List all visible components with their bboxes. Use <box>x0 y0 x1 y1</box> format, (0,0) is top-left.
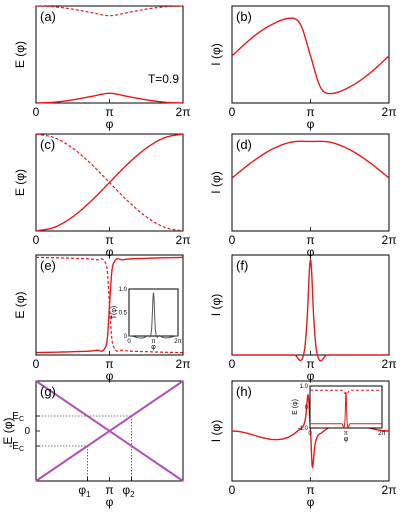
panel-a-tag: (a) <box>40 9 56 24</box>
panel-f-frame <box>231 254 390 356</box>
panel-a-frame <box>35 5 184 104</box>
panel-e-inset-ytick-2: 0 <box>124 334 128 340</box>
panel-a-annotation: T=0.9 <box>148 72 179 86</box>
panel-e-xtick-label-0: 0 <box>33 357 40 371</box>
panel-h-xtick-label-1: π <box>306 483 314 497</box>
panel-f-xlabel: φ <box>307 369 315 383</box>
panel-e-inset-ytick-0: 1.0 <box>119 287 128 293</box>
panel-e-inset-series-0 <box>128 292 179 339</box>
panel-h-ylabel: I (φ) <box>209 420 223 442</box>
panel-a-series-0 <box>35 92 184 104</box>
panel-g-ytick-label-1: 0 <box>24 426 30 437</box>
panel-d-series-0 <box>231 140 390 179</box>
panel-h-xlabel: φ <box>307 495 315 509</box>
panel-e-xtick-label-1: π <box>105 357 113 371</box>
panel-d-xtick-label-2: 2π <box>382 233 397 247</box>
panel-c-xtick-label-1: π <box>105 233 113 247</box>
panel-d: 0 π 2π φ I (φ) (d) <box>209 133 397 259</box>
panel-h-inset-xlabel: φ <box>344 436 349 443</box>
panel-h-xtick-label-0: 0 <box>229 483 236 497</box>
panel-e-inset-frame <box>128 288 179 337</box>
panel-h-inset-xtick-2: 2π <box>378 431 385 437</box>
panel-h-inset-ylabel: E (φ) <box>292 399 299 415</box>
panel-g-series-1 <box>35 380 184 482</box>
panel-b-xtick-label-2: 2π <box>382 105 397 119</box>
panel-f: 0 π 2π φ I (φ) (f) <box>209 254 397 383</box>
panel-c-series-1 <box>35 133 184 232</box>
panel-e-inset-xtick-1: π <box>151 339 155 345</box>
panel-f-xtick-label-0: 0 <box>229 357 236 371</box>
panel-g-ytick-label-0: EC <box>12 411 24 423</box>
panel-e-xlabel: φ <box>106 369 114 383</box>
panel-g-xtick-label-2: φ2 <box>122 483 135 499</box>
panel-d-xtick-label-0: 0 <box>229 233 236 247</box>
panel-h-inset-xtick-1: π <box>344 431 348 437</box>
panel-c-ylabel: E (φ) <box>13 169 27 196</box>
panel-f-ylabel: I (φ) <box>209 294 223 316</box>
panel-e-inset-xlabel: φ <box>151 344 156 351</box>
panel-d-tag: (d) <box>236 137 252 152</box>
panel-e-inset-ytick-1: 0.5 <box>119 311 128 317</box>
panel-a-xtick-label-2: 2π <box>176 105 191 119</box>
panel-e-ylabel: E (φ) <box>13 291 27 318</box>
panel-b-tag: (b) <box>236 9 252 24</box>
panel-f-xtick-label-1: π <box>306 357 314 371</box>
panel-e-tag: (e) <box>40 258 56 273</box>
panel-h-inset-ytick-2: -1.0 <box>298 426 309 432</box>
panel-g-xtick-label-1: π <box>105 483 113 497</box>
panel-e-inset: 0 π 2π 1.0 0.5 0 T(φ) φ <box>111 287 182 351</box>
panel-h-series-0 <box>231 393 390 469</box>
panel-e-inset-xtick-0: 0 <box>127 339 131 345</box>
panel-b: 0 π 2π φ I (φ) (b) <box>209 5 397 131</box>
panel-c-xlabel: φ <box>106 245 114 259</box>
panel-e-series-0 <box>35 256 184 354</box>
panel-b-ylabel: I (φ) <box>209 43 223 65</box>
panel-h-inset-ytick-0: 1.0 <box>300 384 309 390</box>
panel-a-ylabel: E (φ) <box>13 41 27 68</box>
panel-c-tag: (c) <box>40 137 55 152</box>
panel-b-xtick-label-1: π <box>306 105 314 119</box>
panel-g-xtick-label-0: φ1 <box>78 483 91 499</box>
panel-h-inset-series-1 <box>310 389 382 394</box>
panel-a-series-1 <box>35 5 184 17</box>
panel-g-ylabel: E (φ) <box>1 417 15 444</box>
panel-e-inset-xtick-2: 2π <box>174 339 181 345</box>
panel-a-xtick-label-0: 0 <box>33 105 40 119</box>
panel-a-xlabel: φ <box>106 117 114 131</box>
panel-c: 0 π 2π φ E (φ) (c) <box>13 133 191 259</box>
panel-h-tag: (h) <box>236 384 252 399</box>
panel-b-series-0 <box>231 17 390 95</box>
panel-c-xtick-label-0: 0 <box>33 233 40 247</box>
panel-d-xtick-label-1: π <box>306 233 314 247</box>
panel-e-xtick-label-2: 2π <box>176 357 191 371</box>
panel-e-series-1 <box>35 256 184 354</box>
panel-h-inset: 0 π 2π1.00-1.0E (φ)φ <box>292 384 386 443</box>
panel-g-tag: (g) <box>40 384 56 399</box>
panel-h-xtick-label-2: 2π <box>382 483 397 497</box>
panel-e-inset-ylabel: T(φ) <box>111 306 118 319</box>
panel-b-xlabel: φ <box>307 117 315 131</box>
panel-f-series-0 <box>232 257 389 362</box>
panel-d-xlabel: φ <box>307 245 315 259</box>
panel-d-ylabel: I (φ) <box>209 171 223 193</box>
panel-a: 0 π 2π φ E (φ) (a) T=0.9 <box>13 5 191 131</box>
panel-e: 0 π 2π φ E (φ) (e) 0 π 2π 1.0 0.5 0 T(φ) φ <box>13 254 191 383</box>
panel-a-xtick-label-1: π <box>105 105 113 119</box>
panel-f-xtick-label-2: 2π <box>382 357 397 371</box>
panel-c-xtick-label-2: 2π <box>176 233 191 247</box>
panel-h-inset-ytick-1: 0 <box>305 405 309 411</box>
panel-f-tag: (f) <box>236 258 248 273</box>
panel-g-xlabel: φ <box>106 495 114 509</box>
panel-d-frame <box>231 133 390 232</box>
panel-b-xtick-label-0: 0 <box>229 105 236 119</box>
panel-h-inset-xtick-0: 0 <box>308 431 312 437</box>
